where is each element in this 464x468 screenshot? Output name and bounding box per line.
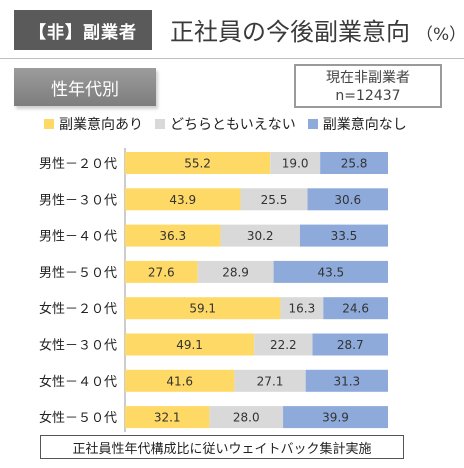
legend-swatch [307,119,318,129]
badge-line-1: 現在非副業者 [326,70,410,86]
data-label: 43.5 [317,265,344,279]
sample-size-badge: 現在非副業者 n=12437 [294,64,442,108]
data-label: 31.3 [333,374,360,388]
bar-segment [254,333,313,356]
bar-segment [125,297,281,320]
data-label: 25.5 [261,193,288,207]
bar-segment [299,224,388,247]
category-label: 女性－４０代 [39,374,117,390]
bar-segment [270,152,321,174]
bar-segment [234,369,306,392]
bar-segment [125,224,221,247]
data-label: 27.6 [148,265,175,279]
data-label: 19.0 [282,157,309,171]
category-label: 女性－５０代 [39,410,117,426]
bar-segment [240,188,308,211]
data-label: 39.9 [322,411,349,425]
data-label: 28.9 [222,265,249,279]
bar-segment [307,188,388,211]
data-label: 28.0 [233,411,260,425]
stacked-bar-chart: 男性－２０代 55.2 19.0 25.8 男性－３０代 43.9 25.5 30.6 男性－４… [39,148,388,433]
bar-segment [280,297,324,320]
bar-segment [197,260,274,283]
page-title: 正社員の今後副業意向 （%） [170,12,464,47]
bar-segment [320,152,388,174]
bar-segment [125,260,198,283]
category-label: 女性－２０代 [39,301,117,317]
title-unit: （%） [416,25,464,45]
bar-segment [125,369,235,392]
segment-tag: 【非】副業者 [14,10,152,50]
bar-segment [125,406,210,429]
category-label: 男性－３０代 [39,193,117,208]
badge-line-2: n=12437 [335,88,401,104]
legend-label: どちらともいえない [170,117,296,133]
header-divider [0,58,464,59]
data-label: 27.1 [257,374,284,388]
bar-segment [323,297,388,320]
bar-segment [220,224,300,247]
data-label: 41.6 [166,374,193,388]
bar-segment [273,260,388,283]
data-label: 16.3 [289,302,316,316]
bar-segment [125,188,241,211]
category-label: 男性－２０代 [39,157,117,172]
legend-item: どちらともいえない [155,114,296,134]
legend-item: 副業意向なし [307,114,407,134]
legend-item: 副業意向あり [44,114,143,134]
data-label: 24.6 [342,302,369,316]
data-label: 55.2 [184,157,211,171]
data-label: 28.7 [337,338,364,352]
legend-swatch [44,119,54,129]
data-label: 22.2 [270,338,297,352]
bar-segment [125,152,271,174]
data-label: 33.5 [331,229,358,243]
bar-segment [283,406,388,429]
chart-legend: 副業意向あり どちらともいえない 副業意向なし [44,114,407,134]
section-label: 性年代別 [14,68,156,106]
data-label: 25.8 [341,157,368,171]
category-label: 男性－４０代 [39,230,117,245]
footnote: 正社員性年代構成比に従いウェイトバック集計実施 [40,435,404,459]
bar-segment [125,333,255,356]
bar-segment [312,333,388,356]
bar-segment [305,369,388,392]
title-text: 正社員の今後副業意向 [170,18,410,46]
category-label: 女性－３０代 [39,338,117,354]
data-label: 43.9 [169,193,196,207]
bar-segment [209,406,284,429]
data-label: 30.2 [247,229,274,243]
legend-swatch [155,119,165,129]
data-label: 49.1 [176,338,203,352]
data-label: 32.1 [154,411,181,425]
legend-label: 副業意向あり [59,117,143,133]
data-label: 36.3 [159,229,186,243]
data-label: 30.6 [334,193,361,207]
data-label: 59.1 [189,302,216,316]
legend-label: 副業意向なし [322,117,407,133]
category-label: 男性－５０代 [39,266,117,281]
